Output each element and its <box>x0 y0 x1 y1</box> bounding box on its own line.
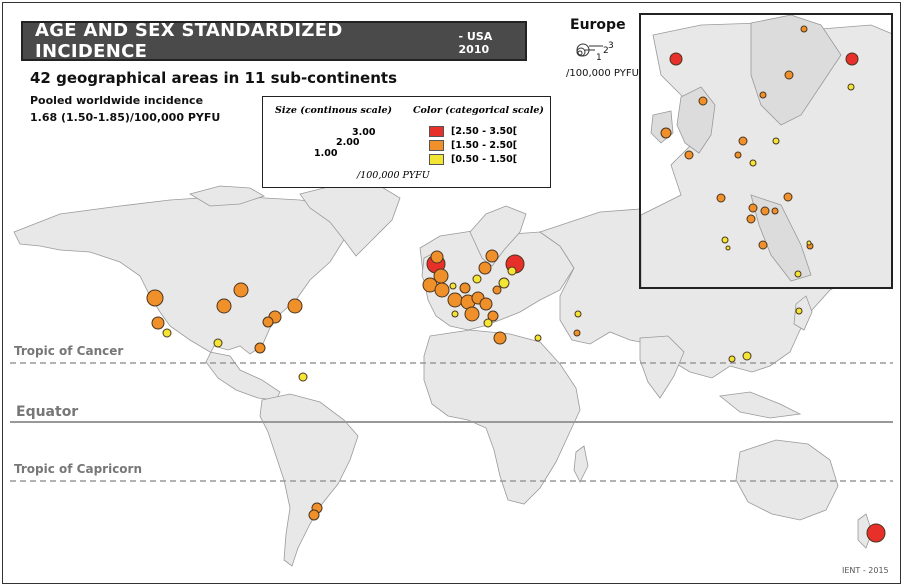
legend-unit: /100,000 PYFU <box>357 170 430 181</box>
legend-class-high: [2.50 - 3.50[ <box>451 126 518 137</box>
site-marker[interactable] <box>287 298 303 314</box>
site-marker[interactable] <box>742 351 752 361</box>
site-marker[interactable] <box>308 509 320 521</box>
map-title-sub: - USA 2010 <box>458 30 493 56</box>
site-marker[interactable] <box>479 297 493 311</box>
site-marker[interactable] <box>534 334 542 342</box>
site-marker[interactable] <box>449 282 457 290</box>
site-marker[interactable] <box>487 310 499 322</box>
legend-size-1: 1.00 <box>314 148 338 159</box>
tropic-of-capricorn-label: Tropic of Capricorn <box>14 462 143 476</box>
equator-label: Equator <box>16 404 79 420</box>
site-marker[interactable] <box>459 282 471 294</box>
legend-swatch-red <box>429 126 444 137</box>
site-marker[interactable] <box>162 328 172 338</box>
india-landmass <box>639 335 685 399</box>
inset-key-3: 3 <box>608 41 614 51</box>
inset-title: Europe <box>570 17 626 33</box>
legend-size-2: 2.00 <box>336 137 360 148</box>
site-marker[interactable] <box>573 329 581 337</box>
site-marker[interactable] <box>485 249 499 263</box>
site-marker[interactable] <box>472 274 482 284</box>
site-marker[interactable] <box>795 307 803 315</box>
site-marker[interactable] <box>464 306 480 322</box>
new-zealand-landmass <box>857 513 873 549</box>
north-america-landmass <box>13 195 351 401</box>
pooled-line-1: Pooled worldwide incidence <box>30 94 204 107</box>
site-marker[interactable] <box>451 310 459 318</box>
legend-class-low: [0.50 - 1.50[ <box>451 154 518 165</box>
site-marker[interactable] <box>492 285 502 295</box>
site-marker[interactable] <box>434 282 450 298</box>
inset-key-1: 1 <box>596 53 602 63</box>
legend-size-3: 3.00 <box>352 127 376 138</box>
tropic-of-cancer-label: Tropic of Cancer <box>14 344 124 358</box>
site-marker[interactable] <box>298 372 308 382</box>
site-marker[interactable] <box>213 338 223 348</box>
inset-key-2: 2 <box>603 46 609 56</box>
legend-size-title: Size (continous scale) <box>275 105 392 116</box>
madagascar-landmass <box>573 445 589 483</box>
legend-color-title: Color (categorical scale) <box>413 105 544 116</box>
map-subtitle: 42 geographical areas in 11 sub-continen… <box>30 69 397 87</box>
europe-inset-map <box>641 15 891 287</box>
south-america-landmass <box>259 393 359 567</box>
southeast-asia-islands <box>719 391 802 419</box>
canadian-islands <box>188 185 265 207</box>
legend-class-mid: [1.50 - 2.50[ <box>451 140 518 151</box>
site-marker[interactable] <box>146 289 164 307</box>
site-marker[interactable] <box>430 250 444 264</box>
site-marker[interactable] <box>483 318 493 328</box>
pooled-line-2: 1.68 (1.50-1.85)/100,000 PYFU <box>30 111 221 124</box>
site-marker[interactable] <box>478 261 492 275</box>
site-marker[interactable] <box>151 316 165 330</box>
site-marker[interactable] <box>866 523 886 543</box>
inset-size-key: 1 2 3 <box>576 41 614 63</box>
legend-swatch-orange <box>429 140 444 151</box>
scandinavia-landmass <box>469 205 527 267</box>
japan-landmass <box>793 295 813 331</box>
credit: IENT - 2015 <box>842 566 889 575</box>
site-marker[interactable] <box>233 282 249 298</box>
site-marker[interactable] <box>262 316 274 328</box>
site-marker[interactable] <box>216 298 232 314</box>
australia-landmass <box>735 439 839 521</box>
site-marker[interactable] <box>507 266 517 276</box>
legend: Size (continous scale) Color (categorica… <box>262 96 551 188</box>
inset-unit: /100,000 PYFU <box>566 68 639 79</box>
pooled-incidence: Pooled worldwide incidence 1.68 (1.50-1.… <box>30 92 220 126</box>
site-marker[interactable] <box>254 342 266 354</box>
site-marker[interactable] <box>498 277 510 289</box>
map-title: AGE AND SEX STANDARDIZED INCIDENCE <box>35 20 343 62</box>
site-marker[interactable] <box>493 331 507 345</box>
europe-inset <box>639 13 893 289</box>
site-marker[interactable] <box>447 292 463 308</box>
site-marker[interactable] <box>574 310 582 318</box>
incidence-markers <box>146 249 886 543</box>
title-banner: AGE AND SEX STANDARDIZED INCIDENCE - USA… <box>21 20 527 62</box>
africa-landmass <box>423 329 581 505</box>
site-marker[interactable] <box>728 355 736 363</box>
legend-swatch-yellow <box>429 154 444 165</box>
